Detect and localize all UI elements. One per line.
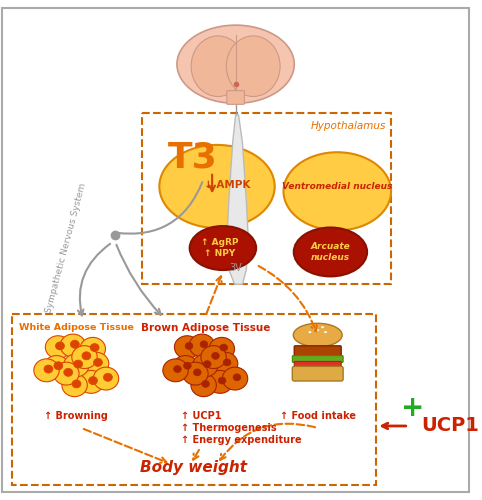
Bar: [12, 314, 376, 484]
Ellipse shape: [163, 359, 188, 382]
Text: T3: T3: [168, 140, 218, 174]
Text: Hypothalamus: Hypothalamus: [311, 121, 386, 131]
Ellipse shape: [321, 326, 324, 328]
Ellipse shape: [44, 356, 69, 378]
Ellipse shape: [233, 374, 241, 380]
Ellipse shape: [94, 358, 103, 366]
Ellipse shape: [62, 374, 87, 396]
Ellipse shape: [34, 359, 59, 382]
Ellipse shape: [184, 362, 191, 369]
Text: ↑ Energy expenditure: ↑ Energy expenditure: [181, 435, 301, 445]
Bar: [142, 113, 391, 284]
Ellipse shape: [72, 346, 97, 368]
Ellipse shape: [70, 340, 80, 348]
FancyBboxPatch shape: [292, 356, 343, 362]
Text: ↑ AgRP
↑ NPY: ↑ AgRP ↑ NPY: [201, 238, 239, 258]
Ellipse shape: [174, 336, 200, 358]
Ellipse shape: [227, 36, 280, 96]
Ellipse shape: [79, 370, 104, 394]
Text: White Adipose Tissue: White Adipose Tissue: [19, 324, 134, 332]
Ellipse shape: [54, 362, 63, 370]
Ellipse shape: [312, 326, 315, 328]
Text: +: +: [401, 394, 424, 422]
Text: Sympathetic Nervous System: Sympathetic Nervous System: [45, 182, 88, 314]
Ellipse shape: [222, 367, 248, 390]
Ellipse shape: [191, 374, 216, 396]
Ellipse shape: [90, 344, 99, 351]
Ellipse shape: [316, 329, 319, 331]
Text: ↑ Food intake: ↑ Food intake: [280, 412, 356, 422]
Ellipse shape: [218, 377, 226, 384]
Ellipse shape: [193, 354, 218, 377]
Ellipse shape: [160, 145, 275, 228]
Ellipse shape: [202, 380, 209, 388]
Ellipse shape: [200, 341, 208, 347]
Ellipse shape: [104, 374, 112, 382]
Polygon shape: [227, 115, 248, 284]
Ellipse shape: [72, 380, 81, 388]
Text: Arcuate
nucleus: Arcuate nucleus: [310, 242, 350, 262]
Ellipse shape: [185, 342, 193, 349]
Ellipse shape: [203, 360, 211, 368]
Ellipse shape: [45, 336, 71, 358]
Ellipse shape: [64, 354, 89, 377]
Text: ↑ Browning: ↑ Browning: [44, 412, 108, 422]
Ellipse shape: [201, 346, 226, 368]
Ellipse shape: [80, 338, 106, 360]
Ellipse shape: [283, 152, 391, 230]
Ellipse shape: [183, 362, 208, 385]
Ellipse shape: [223, 359, 231, 366]
Ellipse shape: [94, 367, 119, 390]
Ellipse shape: [189, 334, 214, 357]
Ellipse shape: [173, 356, 198, 378]
Ellipse shape: [177, 25, 294, 103]
Ellipse shape: [293, 324, 342, 347]
Ellipse shape: [324, 331, 327, 333]
Ellipse shape: [220, 344, 228, 351]
Ellipse shape: [44, 365, 53, 373]
FancyBboxPatch shape: [294, 362, 341, 368]
Ellipse shape: [64, 368, 73, 376]
Ellipse shape: [207, 370, 233, 394]
Ellipse shape: [54, 362, 79, 385]
Ellipse shape: [82, 352, 91, 360]
Text: ↑ UCP1: ↑ UCP1: [181, 412, 221, 422]
Text: Brown Adipose Tissue: Brown Adipose Tissue: [141, 324, 270, 334]
FancyBboxPatch shape: [227, 90, 244, 104]
Ellipse shape: [60, 334, 86, 357]
Ellipse shape: [191, 36, 245, 96]
FancyBboxPatch shape: [292, 366, 343, 381]
Ellipse shape: [189, 226, 256, 270]
Text: ↓ AMPK: ↓ AMPK: [203, 180, 250, 190]
Ellipse shape: [294, 228, 367, 276]
Ellipse shape: [89, 376, 97, 384]
Ellipse shape: [74, 360, 82, 368]
Text: UCP1: UCP1: [421, 416, 479, 436]
Ellipse shape: [174, 366, 181, 372]
Ellipse shape: [308, 331, 311, 333]
FancyBboxPatch shape: [294, 346, 341, 356]
Ellipse shape: [213, 352, 238, 375]
Text: Ventromedial nucleus: Ventromedial nucleus: [282, 182, 392, 191]
Text: 3V: 3V: [229, 262, 242, 272]
Text: ↑ Thermogenesis: ↑ Thermogenesis: [181, 423, 277, 433]
Ellipse shape: [193, 369, 201, 376]
Text: Body weight: Body weight: [140, 460, 247, 474]
Ellipse shape: [55, 342, 65, 350]
Ellipse shape: [209, 338, 235, 360]
Ellipse shape: [212, 352, 219, 360]
Ellipse shape: [83, 352, 109, 375]
